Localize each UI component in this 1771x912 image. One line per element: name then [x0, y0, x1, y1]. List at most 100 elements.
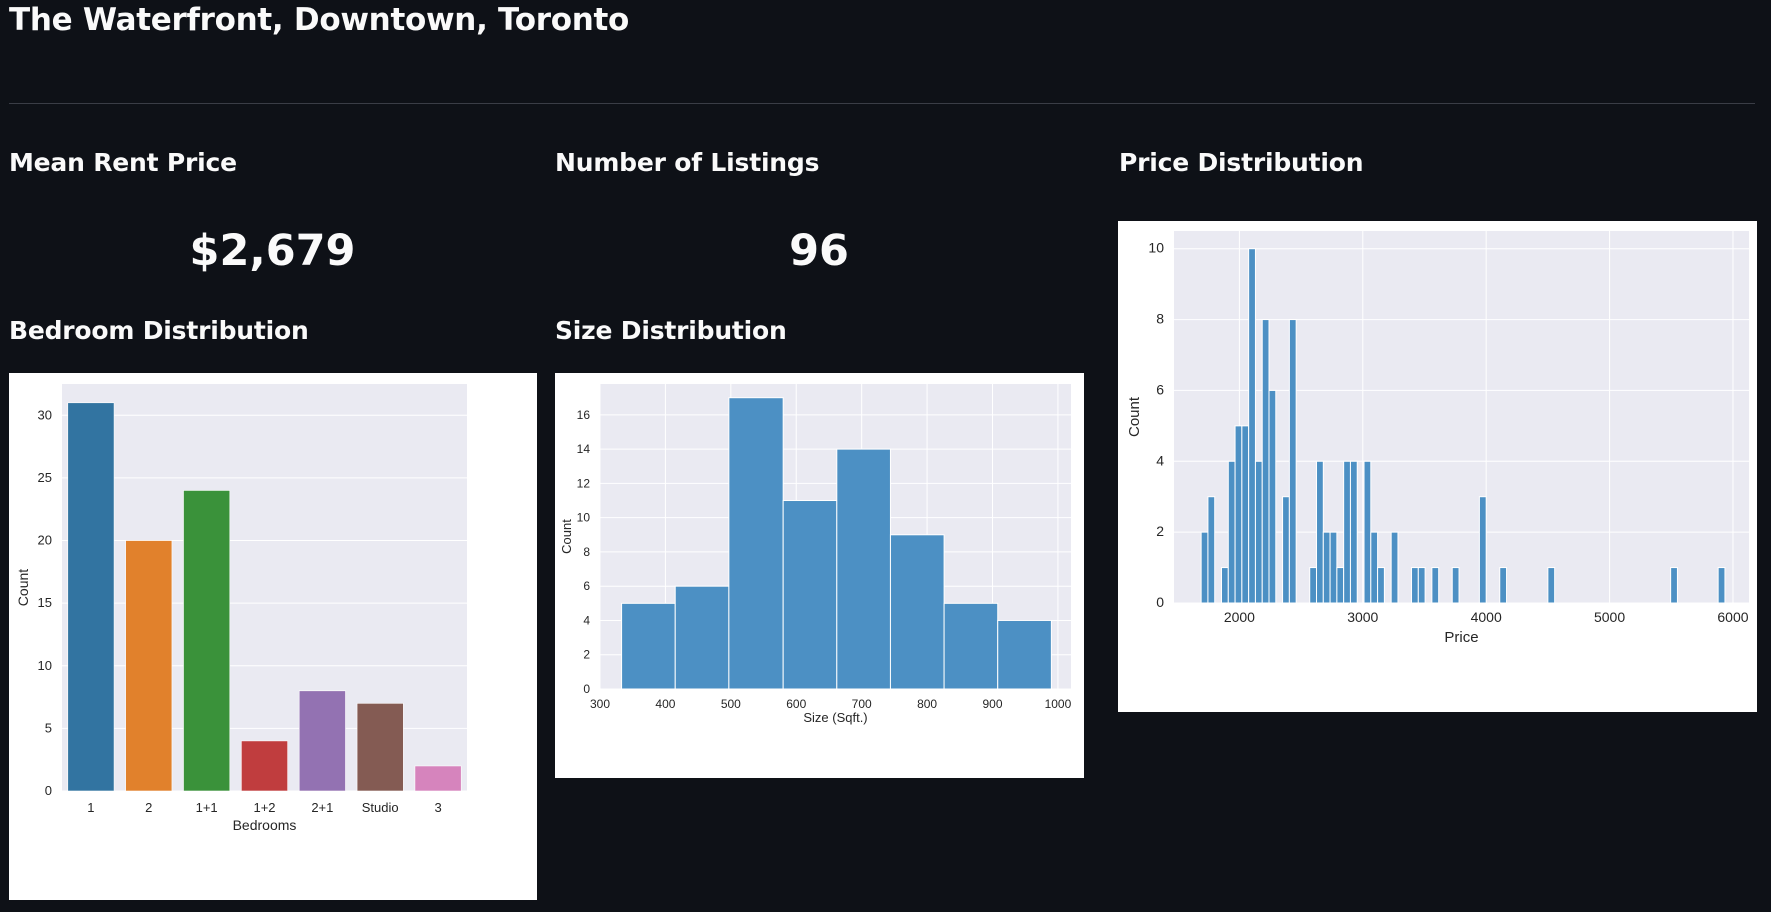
size-bar	[836, 448, 891, 690]
size-ytick-label: 2	[583, 648, 590, 662]
bedroom-bar	[183, 490, 231, 792]
size-xtick-label: 800	[917, 697, 937, 711]
price-xtick-label: 3000	[1347, 609, 1378, 625]
size-bar	[674, 585, 730, 690]
price-ytick-label: 2	[1156, 523, 1164, 539]
price-bar	[1227, 460, 1236, 604]
price-bar	[1499, 567, 1508, 604]
bedroom-xlabel: Bedrooms	[233, 817, 297, 833]
price-bar	[1221, 567, 1229, 604]
price-bar	[1390, 531, 1399, 604]
bedroom-ytick-label: 5	[45, 720, 52, 735]
size-xtick-label: 600	[786, 697, 806, 711]
bedroom-ytick-label: 15	[38, 595, 52, 610]
bedroom-ylabel: Count	[15, 569, 31, 606]
bedroom-distribution-heading: Bedroom Distribution	[9, 316, 309, 345]
size-bar	[889, 534, 945, 690]
price-bar	[1254, 460, 1263, 604]
price-chart-svg: 0 2 4 6 8 10 2000 3000 4000 5000 6000 Price Count	[1126, 231, 1749, 646]
price-xtick-label: 2000	[1224, 609, 1255, 625]
price-bar	[1322, 531, 1331, 604]
price-bar	[1547, 567, 1556, 604]
size-xtick-label: 900	[982, 697, 1002, 711]
price-ytick-label: 4	[1156, 452, 1164, 468]
price-bar	[1234, 425, 1243, 604]
bedroom-xtick-label: 1+2	[253, 800, 275, 815]
size-xtick-label: 1000	[1045, 697, 1072, 711]
size-bar	[621, 602, 676, 690]
size-xtick-label: 700	[852, 697, 872, 711]
size-ytick-label: 4	[583, 613, 590, 627]
size-ytick-label: 14	[577, 442, 591, 456]
price-ytick-label: 0	[1156, 594, 1164, 610]
size-ytick-label: 8	[583, 545, 590, 559]
size-bar	[943, 602, 999, 690]
price-bar	[1451, 567, 1460, 604]
bedroom-ytick-label: 30	[38, 407, 52, 422]
bedroom-ytick-label: 25	[38, 470, 52, 485]
size-ytick-label: 6	[583, 579, 590, 593]
listings-heading: Number of Listings	[555, 148, 820, 177]
price-bar	[1248, 248, 1256, 604]
price-bar	[1200, 531, 1209, 604]
size-distribution-heading: Size Distribution	[555, 316, 787, 345]
price-bar	[1343, 460, 1351, 604]
price-bar	[1431, 567, 1440, 604]
price-bar	[1363, 460, 1372, 604]
size-bar	[782, 500, 838, 690]
size-bar	[997, 619, 1052, 690]
price-bar	[1670, 567, 1678, 604]
price-bar	[1329, 531, 1338, 604]
size-chart-svg: 0 2 4 6 8 10 12 14 16 300 400 500 600 700 800 900 1000 Si…	[559, 384, 1072, 725]
price-ylabel: Count	[1126, 396, 1143, 437]
price-bar	[1261, 319, 1270, 604]
price-chart: 0 2 4 6 8 10 2000 3000 4000 5000 6000 Price Count	[1118, 221, 1757, 712]
size-xtick-label: 300	[590, 697, 610, 711]
bedroom-bar	[125, 540, 173, 792]
size-ytick-label: 10	[577, 511, 591, 525]
price-bar	[1411, 567, 1419, 604]
price-bar	[1282, 496, 1290, 604]
price-bar	[1717, 567, 1726, 604]
size-bar	[728, 397, 784, 690]
price-xtick-label: 5000	[1594, 609, 1625, 625]
price-bar	[1241, 425, 1250, 604]
price-distribution-heading: Price Distribution	[1119, 148, 1364, 177]
size-xtick-label: 500	[721, 697, 741, 711]
price-bar	[1370, 531, 1379, 604]
size-xlabel: Size (Sqft.)	[803, 710, 867, 725]
mean-rent-heading: Mean Rent Price	[9, 148, 237, 177]
divider	[9, 103, 1755, 104]
price-xtick-label: 4000	[1471, 609, 1502, 625]
price-ytick-label: 10	[1148, 240, 1164, 256]
bedroom-xtick-label: 2	[145, 800, 152, 815]
price-bar	[1478, 496, 1487, 604]
bedroom-xtick-label: 1+1	[196, 800, 218, 815]
bedroom-plot-area	[62, 384, 467, 791]
price-bar	[1309, 567, 1318, 604]
price-bar	[1268, 389, 1277, 604]
size-ytick-label: 0	[583, 682, 590, 696]
bedroom-bar	[241, 740, 288, 792]
bedroom-xtick-label: Studio	[362, 800, 399, 815]
price-bar	[1377, 567, 1385, 604]
bedroom-chart: 0 5 10 15 20 25 30 1 2 1+1 1+2 2+1 Studio 3 Bedrooms Co…	[9, 373, 537, 900]
bedroom-ytick-label: 10	[38, 658, 52, 673]
size-ytick-label: 12	[577, 476, 591, 490]
bedroom-bar	[356, 703, 404, 792]
size-chart: 0 2 4 6 8 10 12 14 16 300 400 500 600 700 800 900 1000 Si…	[555, 373, 1084, 778]
mean-rent-value: $2,679	[189, 226, 356, 276]
size-xtick-label: 400	[655, 697, 675, 711]
listings-value: 96	[789, 226, 849, 276]
bedroom-bar	[414, 765, 462, 792]
size-ytick-label: 16	[577, 408, 591, 422]
bedroom-chart-svg: 0 5 10 15 20 25 30 1 2 1+1 1+2 2+1 Studio 3 Bedrooms Co…	[15, 384, 467, 833]
price-bar	[1316, 460, 1324, 604]
bedroom-bar	[67, 402, 115, 792]
price-bar	[1349, 460, 1358, 604]
price-bar	[1336, 567, 1345, 604]
bedroom-bar	[298, 690, 346, 792]
price-xtick-label: 6000	[1717, 609, 1748, 625]
price-bar	[1207, 496, 1216, 604]
price-ytick-label: 6	[1156, 381, 1164, 397]
